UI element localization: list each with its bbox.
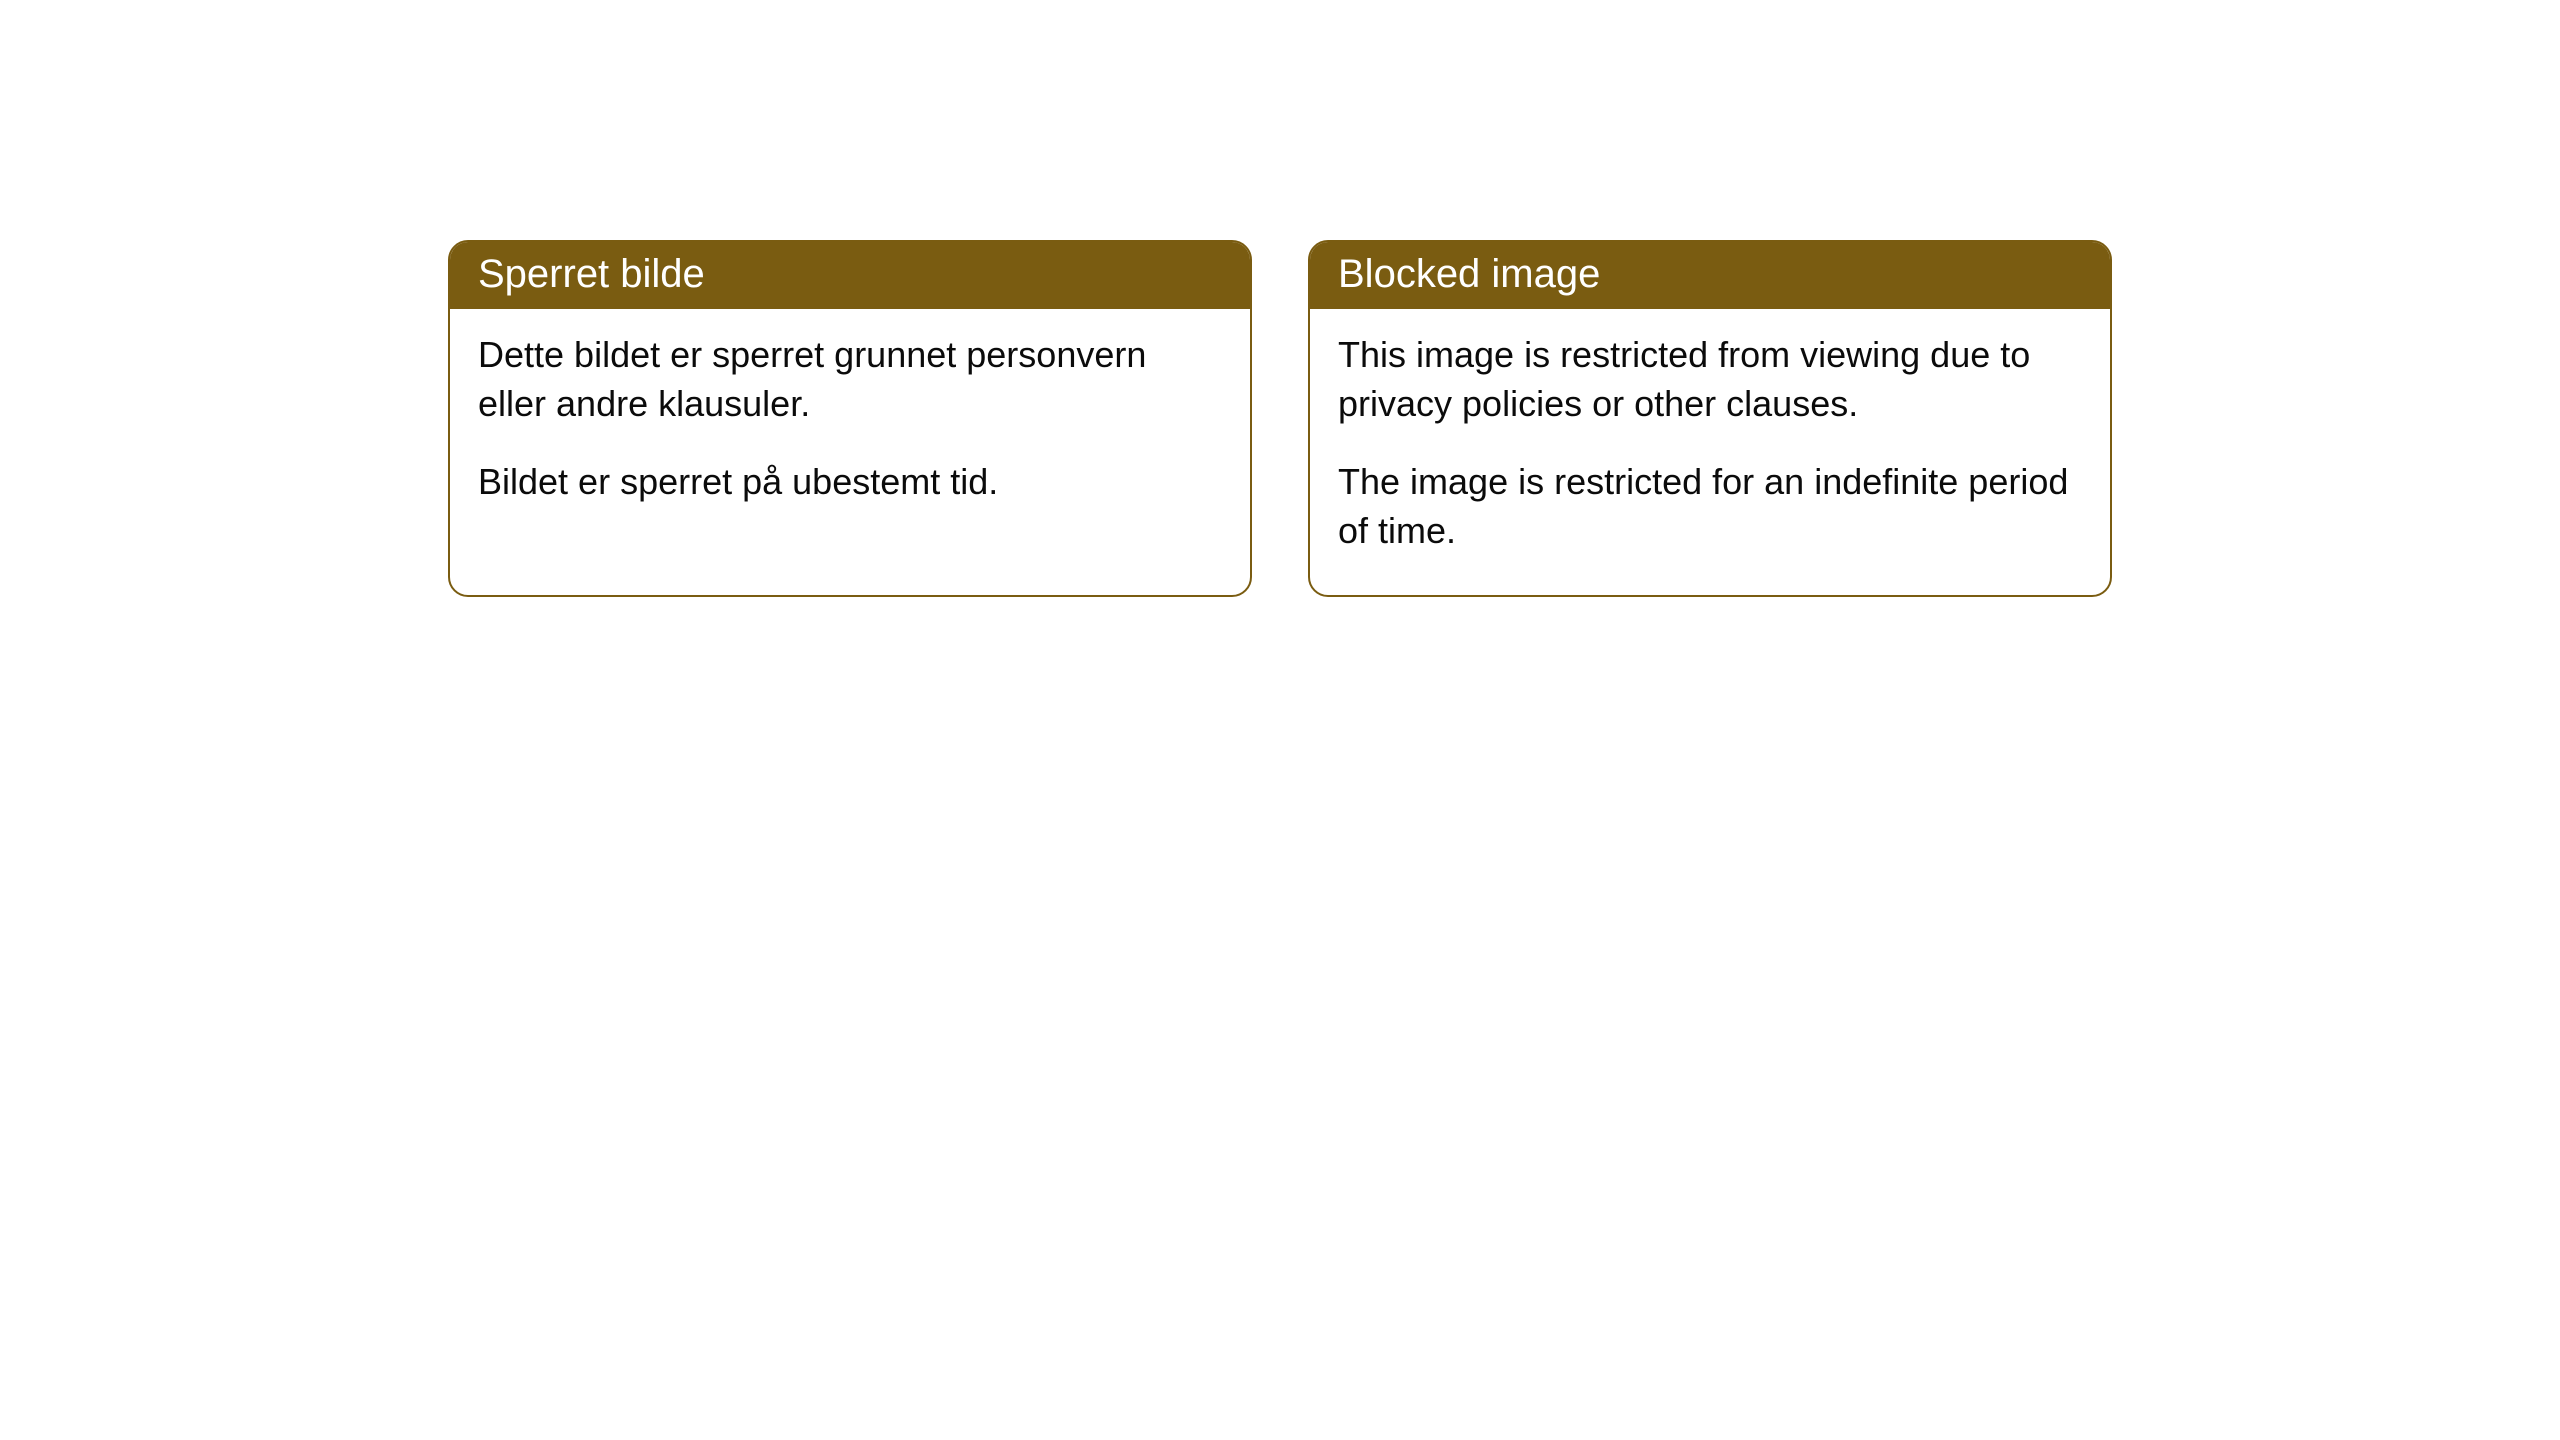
notice-paragraph: Bildet er sperret på ubestemt tid. <box>478 458 1222 507</box>
notice-paragraph: The image is restricted for an indefinit… <box>1338 458 2082 555</box>
notice-card-body-en: This image is restricted from viewing du… <box>1310 309 2110 595</box>
notice-card-no: Sperret bilde Dette bildet er sperret gr… <box>448 240 1252 597</box>
notice-card-title-en: Blocked image <box>1310 242 2110 309</box>
notice-card-title-no: Sperret bilde <box>450 242 1250 309</box>
notice-card-en: Blocked image This image is restricted f… <box>1308 240 2112 597</box>
notice-card-body-no: Dette bildet er sperret grunnet personve… <box>450 309 1250 547</box>
notice-paragraph: Dette bildet er sperret grunnet personve… <box>478 331 1222 428</box>
notice-paragraph: This image is restricted from viewing du… <box>1338 331 2082 428</box>
notice-cards-container: Sperret bilde Dette bildet er sperret gr… <box>448 240 2112 597</box>
